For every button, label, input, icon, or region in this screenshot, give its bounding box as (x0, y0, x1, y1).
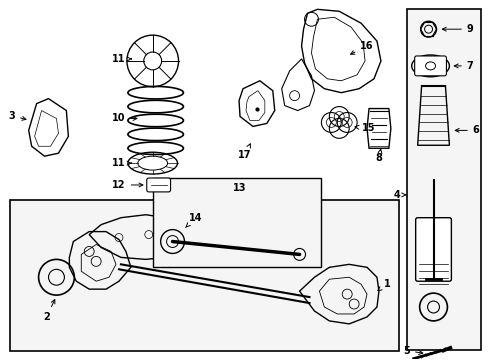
Text: 11: 11 (112, 158, 131, 168)
Text: 3: 3 (8, 111, 26, 121)
Bar (152, 178, 321, 267)
Text: 9: 9 (442, 24, 473, 34)
Text: 10: 10 (112, 113, 137, 123)
Text: 2: 2 (43, 300, 55, 322)
Text: 14: 14 (185, 213, 202, 228)
Bar (406, 9, 480, 350)
Text: 6: 6 (454, 125, 479, 135)
FancyBboxPatch shape (414, 56, 446, 76)
Text: 8: 8 (375, 149, 382, 163)
Text: 5: 5 (403, 346, 422, 356)
Text: 13: 13 (233, 183, 246, 193)
Text: 11: 11 (112, 54, 131, 64)
FancyBboxPatch shape (146, 178, 170, 192)
Text: 17: 17 (238, 144, 251, 160)
Text: 15: 15 (354, 123, 375, 134)
Text: 7: 7 (453, 61, 473, 71)
Text: 1: 1 (377, 279, 389, 291)
Text: 16: 16 (350, 41, 373, 54)
Text: 4: 4 (393, 190, 405, 200)
FancyBboxPatch shape (415, 218, 450, 281)
Bar (10, 200, 398, 351)
Text: 12: 12 (112, 180, 142, 190)
